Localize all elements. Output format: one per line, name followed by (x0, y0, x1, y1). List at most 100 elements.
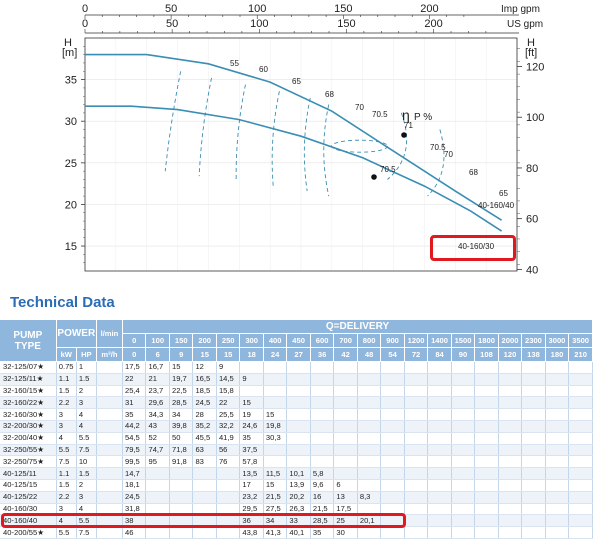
chart-highlight-box (430, 235, 516, 261)
cell-head (310, 373, 335, 386)
us-tick-label: 100 (250, 18, 268, 30)
cell-head (545, 455, 570, 469)
cell-head (333, 373, 358, 386)
header-m3h-value: 54 (380, 347, 405, 362)
imp-tick-label: 0 (82, 3, 88, 15)
cell-kw: 3 (56, 408, 77, 421)
cell-head (568, 420, 593, 433)
cell-pump-type: 40-125/11 (0, 467, 57, 480)
header-m3h-value: 138 (521, 347, 546, 362)
cell-head: 54,5 (122, 432, 147, 445)
cell-head (404, 444, 429, 457)
cell-head: 17 (239, 479, 264, 492)
efficiency-label: 70.5 (430, 143, 446, 152)
head-curve (85, 53, 503, 221)
cell-head (427, 491, 452, 504)
cell-head (333, 361, 358, 374)
header-lmin-value: 700 (333, 333, 358, 348)
cell-head (216, 526, 241, 539)
cell-head: 74,7 (145, 444, 170, 457)
cell-head (521, 432, 546, 445)
cell-head: 29,6 (145, 396, 170, 410)
header-m3h-value: 120 (498, 347, 523, 362)
cell-head (96, 479, 124, 492)
cell-kw: 1.5 (56, 479, 77, 492)
cell-head (169, 526, 194, 539)
cell-head: 24,6 (239, 420, 264, 433)
cell-head: 23,7 (145, 385, 170, 398)
cell-head (498, 526, 523, 539)
table-row: 40-200/55★ 5.5 7.5 46 43,8 41,3 40,1 35 30 (0, 526, 593, 539)
cell-head (96, 526, 124, 539)
cell-head (521, 373, 546, 386)
cell-head: 63 (192, 444, 217, 457)
header-pump-type: PUMP TYPE (0, 320, 57, 362)
cell-head (451, 396, 476, 410)
cell-head (568, 373, 593, 386)
imp-tick-label: 100 (248, 3, 266, 15)
cell-head (545, 526, 570, 539)
cell-head: 23,2 (239, 491, 264, 504)
cell-head (357, 361, 382, 374)
cell-head: 13,5 (239, 467, 264, 480)
cell-head (333, 432, 358, 445)
cell-head (96, 385, 124, 398)
cell-head: 15 (239, 396, 264, 410)
cell-head (357, 385, 382, 398)
cell-head (404, 491, 429, 504)
table-row: 40-160/30 3 4 31,8 29,5 27,5 26,3 21,5 17,5 (0, 503, 593, 516)
cell-head: 25,5 (216, 408, 241, 421)
cell-head (357, 420, 382, 433)
cell-head: 10,1 (286, 467, 311, 480)
cell-head (357, 479, 382, 492)
cell-head (427, 514, 452, 528)
right-axis-unit: [ft] (525, 47, 537, 59)
cell-head (521, 503, 546, 516)
cell-head: 34 (169, 408, 194, 421)
cell-kw: 5.5 (56, 444, 77, 457)
cell-head (545, 514, 570, 528)
cell-head (380, 479, 405, 492)
cell-head (145, 479, 170, 492)
cell-head (333, 385, 358, 398)
efficiency-iso-line (164, 71, 182, 172)
cell-head: 15 (169, 361, 194, 374)
cell-head (286, 408, 311, 421)
cell-head: 52 (145, 432, 170, 445)
header-m3h-value: 24 (263, 347, 288, 362)
header-m3h-value: 48 (357, 347, 382, 362)
cell-head (474, 385, 499, 398)
cell-head: 76 (216, 455, 241, 469)
cell-head (474, 373, 499, 386)
section-title: Technical Data (10, 294, 115, 311)
cell-head: 19 (239, 408, 264, 421)
cell-head: 50 (169, 432, 194, 445)
efficiency-label: 68 (469, 168, 478, 177)
cell-kw: 1.1 (56, 373, 77, 386)
cell-head (498, 373, 523, 386)
efficiency-iso-line (271, 91, 280, 187)
cell-head (521, 467, 546, 480)
cell-head (380, 491, 405, 504)
cell-head: 9 (239, 373, 264, 386)
left-tick-label: 20 (65, 199, 77, 211)
efficiency-iso-line (235, 84, 246, 182)
cell-head: 16,5 (192, 373, 217, 386)
cell-pump-type: 32-125/07★ (0, 361, 57, 374)
cell-head (333, 467, 358, 480)
table-row: 40-125/22 2.2 3 24,5 23,2 21,5 20,2 16 13 8,3 (0, 491, 593, 504)
cell-head (427, 396, 452, 410)
cell-head: 57,8 (239, 455, 264, 469)
cell-head (427, 385, 452, 398)
cell-head (333, 396, 358, 410)
cell-pump-type: 32-250/55★ (0, 444, 57, 457)
cell-head (451, 503, 476, 516)
cell-head (192, 526, 217, 539)
cell-head (451, 361, 476, 374)
cell-head (451, 408, 476, 421)
cell-head (286, 385, 311, 398)
cell-head (310, 455, 335, 469)
imp-tick-label: 150 (334, 3, 352, 15)
cell-head (333, 444, 358, 457)
cell-head (357, 526, 382, 539)
